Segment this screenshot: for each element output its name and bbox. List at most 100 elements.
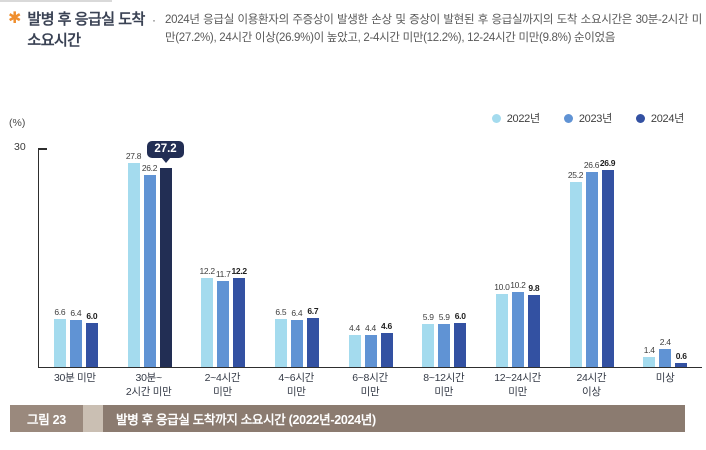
legend-item-2022년: 2022년 bbox=[491, 110, 540, 126]
bar-2023년-3 bbox=[290, 320, 303, 367]
bar-column: 27.2 bbox=[147, 140, 184, 367]
legend-dot-icon bbox=[563, 113, 573, 123]
bar-column: 0.6 bbox=[675, 350, 688, 367]
x-axis-label-8: 미상 bbox=[655, 372, 675, 384]
legend-label: 2022년 bbox=[506, 113, 540, 125]
bar-column: 6.0 bbox=[85, 311, 98, 367]
section-title-line1: 발병 후 응급실 도착 bbox=[27, 11, 145, 28]
legend-label: 2023년 bbox=[578, 113, 612, 125]
asterisk-marker-icon: ✱ bbox=[8, 10, 22, 27]
bar-column: 9.8 bbox=[527, 283, 540, 367]
bar-2023년-8 bbox=[659, 349, 672, 367]
value-label: 6.6 bbox=[54, 306, 66, 317]
bar-2022년-3 bbox=[274, 319, 287, 367]
value-label: 6.7 bbox=[307, 305, 319, 316]
y-axis-tick-label: 30 bbox=[14, 141, 26, 153]
bar-2022년-0 bbox=[53, 318, 66, 367]
legend-label: 2024년 bbox=[650, 113, 684, 125]
bar-2024년-3 bbox=[306, 317, 319, 367]
value-label: 6.0 bbox=[454, 311, 466, 321]
value-label: 1.4 bbox=[643, 344, 655, 355]
section-title: ✱ 발병 후 응급실 도착 소요시간 bbox=[8, 9, 153, 51]
bar-2023년-0 bbox=[69, 320, 82, 367]
legend-item-2024년: 2024년 bbox=[635, 110, 684, 126]
bar-2023년-1 bbox=[143, 174, 156, 367]
value-label: 6.0 bbox=[86, 311, 98, 321]
bar-group-2: 12.2 11.7 12.2 bbox=[186, 148, 260, 367]
value-label: 5.9 bbox=[422, 311, 434, 322]
bar-column: 10.2 bbox=[510, 280, 526, 367]
bar-2022년-5 bbox=[422, 323, 435, 367]
value-label: 5.9 bbox=[438, 311, 450, 322]
bar-column: 26.2 bbox=[141, 162, 158, 367]
value-label: 26.2 bbox=[141, 162, 158, 173]
bar-column: 12.2 bbox=[232, 266, 247, 367]
x-axis-label-7: 24시간 이상 bbox=[576, 372, 607, 398]
legend-dot-icon bbox=[635, 113, 645, 123]
caption-separator bbox=[83, 405, 103, 432]
bar-column: 6.4 bbox=[69, 308, 82, 367]
value-label: 25.2 bbox=[567, 170, 584, 181]
plot-area: 6.6 6.4 6.0 27.8 26.2 27.2 12.2 11.7 12.2 6.5 6.4 6… bbox=[38, 140, 702, 368]
x-axis-labels: 30분 미만 30분~ 2시간 미만 2~4시간 미만 4~6시간 미만 6~8시간 미… bbox=[38, 372, 702, 399]
x-axis-label-2: 2~4시간 미만 bbox=[204, 372, 241, 398]
bar-2022년-1 bbox=[127, 163, 140, 367]
bar-2024년-2 bbox=[233, 277, 246, 367]
figure-caption-text: 발병 후 응급실 도착까지 소요시간 (2022년-2024년) bbox=[103, 405, 685, 432]
figure-caption-bar: 그림 23 발병 후 응급실 도착까지 소요시간 (2022년-2024년) bbox=[0, 405, 685, 432]
value-label: 26.6 bbox=[583, 159, 600, 170]
bar-2024년-7 bbox=[601, 169, 614, 367]
bar-2024년-0 bbox=[85, 323, 98, 367]
bar-column: 25.2 bbox=[567, 170, 584, 367]
bar-2022년-2 bbox=[201, 277, 214, 367]
chart-legend: 2022년 2023년 2024년 bbox=[491, 110, 684, 126]
x-axis-label-3: 4~6시간 미만 bbox=[278, 372, 315, 398]
bar-column: 12.2 bbox=[199, 265, 216, 367]
bar-group-4: 4.4 4.4 4.6 bbox=[334, 148, 408, 367]
value-label: 12.2 bbox=[199, 265, 216, 276]
legend-item-2023년: 2023년 bbox=[563, 110, 612, 126]
bar-2024년-8 bbox=[675, 362, 688, 367]
bar-column: 26.6 bbox=[583, 159, 600, 367]
value-label: 6.5 bbox=[275, 307, 287, 318]
bar-2023년-7 bbox=[585, 171, 598, 367]
bar-2023년-5 bbox=[438, 323, 451, 367]
bar-2023년-6 bbox=[511, 292, 524, 367]
value-label: 4.4 bbox=[365, 322, 376, 333]
bar-column: 5.9 bbox=[422, 311, 435, 367]
bar-column: 1.4 bbox=[643, 344, 656, 367]
bar-column: 6.5 bbox=[274, 307, 287, 367]
bar-group-1: 27.8 26.2 27.2 bbox=[113, 140, 187, 367]
bar-column: 4.6 bbox=[380, 321, 393, 367]
section-title-line2: 소요시간 bbox=[27, 32, 81, 49]
summary-text: 2024년 응급실 이용환자의 주증상이 발생한 손상 및 증상이 발현된 후 … bbox=[165, 14, 702, 45]
bar-group-7: 25.2 26.6 26.9 bbox=[555, 148, 629, 367]
value-label: 2.4 bbox=[659, 337, 671, 348]
highlight-callout: 27.2 bbox=[147, 140, 184, 158]
bar-column: 6.6 bbox=[53, 306, 66, 367]
value-label: 0.6 bbox=[675, 350, 687, 361]
bar-group-0: 6.6 6.4 6.0 bbox=[39, 148, 113, 367]
value-label: 6.4 bbox=[291, 308, 303, 319]
bar-column: 2.4 bbox=[659, 337, 672, 367]
bar-group-8: 1.4 2.4 0.6 bbox=[628, 148, 702, 367]
bar-chart: 2022년 2023년 2024년 (%) 30 6.6 6.4 6.0 27.8 26.2… bbox=[0, 100, 706, 400]
y-axis-unit-label: (%) bbox=[9, 117, 26, 129]
value-label: 9.8 bbox=[528, 283, 540, 294]
x-axis-label-0: 30분 미만 bbox=[54, 372, 96, 384]
bar-group-5: 5.9 5.9 6.0 bbox=[407, 148, 481, 367]
value-label: 10.0 bbox=[494, 281, 510, 292]
bullet-icon: · bbox=[152, 13, 156, 27]
bar-column: 6.7 bbox=[306, 305, 319, 367]
bar-column: 4.4 bbox=[364, 322, 377, 367]
x-axis-label-6: 12~24시간 미만 bbox=[494, 372, 541, 398]
bar-group-3: 6.5 6.4 6.7 bbox=[260, 148, 334, 367]
bar-group-6: 10.0 10.2 9.8 bbox=[481, 148, 555, 367]
value-label: 4.4 bbox=[349, 322, 360, 333]
page-top-divider bbox=[0, 0, 112, 2]
bar-2022년-6 bbox=[495, 293, 508, 367]
bar-groups: 6.6 6.4 6.0 27.8 26.2 27.2 12.2 11.7 12.2 6.5 6.4 6… bbox=[39, 140, 702, 367]
bar-2024년-4 bbox=[380, 333, 393, 367]
value-label: 6.4 bbox=[70, 308, 82, 319]
value-label: 27.8 bbox=[125, 151, 142, 162]
